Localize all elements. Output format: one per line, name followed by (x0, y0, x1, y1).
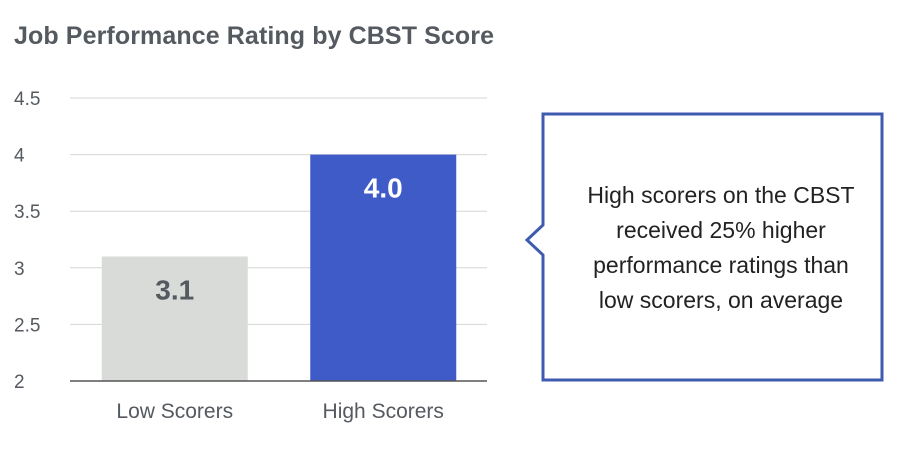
y-tick-label: 3 (14, 259, 25, 280)
y-tick-label: 2 (14, 372, 25, 393)
y-tick-label: 4 (14, 146, 25, 167)
data-labels: 3.1 4.0 (155, 173, 402, 306)
chart-title: Job Performance Rating by CBST Score (14, 22, 495, 50)
y-tick-label: 2.5 (14, 315, 40, 336)
x-tick-label: Low Scorers (116, 400, 233, 423)
y-tick-label: 4.5 (14, 89, 40, 110)
callout-text: High scorers on the CBST received 25% hi… (587, 182, 855, 313)
callout-box (524, 112, 884, 382)
data-label: 4.0 (364, 173, 403, 204)
x-axis-ticks: Low Scorers High Scorers (116, 400, 444, 423)
y-tick-label: 3.5 (14, 202, 40, 223)
callout: High scorers on the CBST received 25% hi… (560, 115, 882, 381)
bars (101, 154, 457, 381)
bar (310, 154, 457, 381)
data-label: 3.1 (155, 274, 194, 305)
y-axis-ticks: 2 2.5 3 3.5 4 4.5 (14, 89, 40, 393)
x-tick-label: High Scorers (323, 400, 444, 423)
bar (101, 256, 248, 381)
